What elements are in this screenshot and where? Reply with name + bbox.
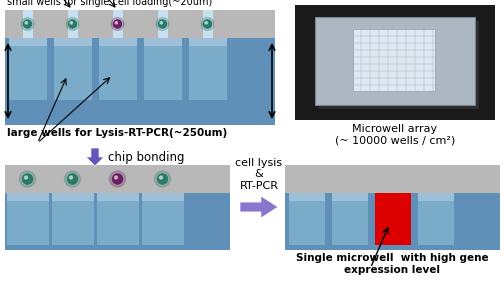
Bar — [288, 193, 325, 201]
Circle shape — [69, 20, 77, 28]
Text: small wells for single cell loading(~20um): small wells for single cell loading(~20u… — [7, 0, 212, 7]
Bar — [285, 165, 500, 193]
Circle shape — [25, 22, 28, 24]
Text: cell lysis
&
RT-PCR: cell lysis & RT-PCR — [235, 158, 283, 191]
Circle shape — [21, 18, 34, 30]
Circle shape — [156, 18, 169, 30]
Text: Microwell array
(~ 10000 wells / cm²): Microwell array (~ 10000 wells / cm²) — [335, 124, 455, 146]
Bar — [142, 193, 183, 201]
Bar — [7, 193, 48, 245]
Text: chip bonding: chip bonding — [108, 150, 184, 164]
Circle shape — [109, 171, 125, 187]
Circle shape — [157, 174, 167, 184]
Bar — [96, 193, 139, 201]
Bar — [319, 21, 479, 109]
Circle shape — [204, 20, 212, 28]
Circle shape — [155, 171, 170, 187]
Bar — [332, 193, 367, 245]
Circle shape — [114, 176, 117, 179]
Circle shape — [112, 174, 122, 184]
Bar — [144, 38, 181, 46]
Bar — [53, 38, 92, 46]
Bar — [332, 193, 367, 201]
Bar — [5, 165, 230, 193]
Bar — [68, 10, 78, 38]
Text: Single microwell  with high gene
expression level: Single microwell with high gene expressi… — [296, 253, 489, 274]
Bar — [144, 38, 181, 100]
Circle shape — [111, 18, 124, 30]
Circle shape — [201, 18, 214, 30]
Bar — [417, 193, 454, 201]
Bar — [188, 38, 226, 46]
Circle shape — [66, 18, 79, 30]
Bar — [288, 193, 325, 245]
Bar — [9, 38, 46, 46]
Bar — [96, 193, 139, 245]
Bar — [374, 193, 410, 245]
Bar — [5, 10, 275, 38]
Circle shape — [205, 22, 208, 24]
Circle shape — [24, 20, 31, 28]
Bar — [157, 10, 167, 38]
Bar — [285, 193, 500, 250]
Bar — [98, 38, 137, 46]
Bar — [51, 193, 94, 245]
Polygon shape — [240, 196, 278, 218]
Bar — [203, 10, 213, 38]
Polygon shape — [86, 148, 104, 166]
Bar — [23, 10, 32, 38]
Circle shape — [68, 174, 78, 184]
Circle shape — [160, 22, 162, 24]
Bar — [98, 38, 137, 100]
Circle shape — [113, 20, 121, 28]
Circle shape — [25, 176, 28, 179]
Circle shape — [70, 22, 73, 24]
Bar — [7, 193, 48, 201]
Bar — [51, 193, 94, 201]
Circle shape — [70, 176, 73, 179]
Bar — [53, 38, 92, 100]
Text: large wells for Lysis-RT-PCR(~250um): large wells for Lysis-RT-PCR(~250um) — [7, 128, 227, 138]
Circle shape — [23, 174, 32, 184]
Bar — [353, 29, 435, 91]
Bar — [112, 10, 122, 38]
Circle shape — [159, 176, 162, 179]
Bar — [188, 38, 226, 100]
Bar — [9, 38, 46, 100]
Bar — [5, 193, 230, 250]
Circle shape — [158, 20, 166, 28]
Bar — [142, 193, 183, 245]
Bar — [417, 193, 454, 245]
Bar — [295, 5, 495, 120]
Bar — [315, 17, 475, 105]
Bar — [5, 38, 275, 125]
Circle shape — [20, 171, 35, 187]
Circle shape — [65, 171, 81, 187]
Circle shape — [115, 22, 117, 24]
